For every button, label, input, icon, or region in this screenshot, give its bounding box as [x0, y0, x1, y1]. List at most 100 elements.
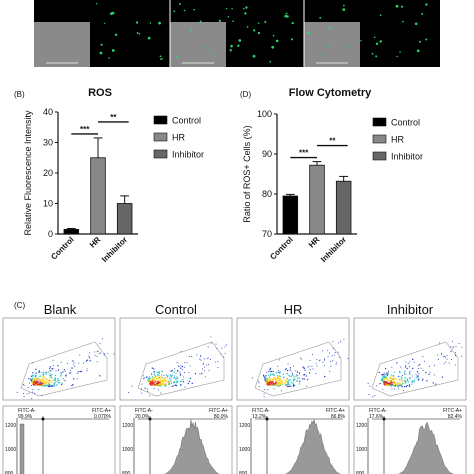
flow-event	[162, 384, 164, 386]
flow-event	[74, 365, 76, 367]
flow-event	[267, 380, 269, 382]
flow-scatter-frame	[2, 317, 116, 401]
flow-event	[422, 355, 424, 357]
flow-event	[31, 385, 32, 386]
flow-event	[156, 371, 158, 373]
flow-event	[343, 338, 345, 340]
flow-event	[153, 368, 155, 370]
flow-event	[151, 376, 153, 378]
flow-event	[452, 347, 454, 349]
flow-event	[391, 380, 393, 382]
flow-event	[99, 343, 101, 345]
flow-event	[99, 375, 101, 377]
flow-event	[404, 377, 406, 379]
flow-event	[337, 351, 339, 353]
flow-event	[445, 361, 447, 363]
chart-b-bar-inhibitor	[116, 203, 133, 235]
flow-event	[387, 371, 389, 373]
flow-event	[384, 376, 386, 378]
flow-event	[383, 376, 385, 378]
chart-b-x-tick-label: Inhibitor	[100, 235, 129, 264]
flow-event	[170, 370, 172, 372]
flow-event	[217, 367, 219, 369]
flow-event	[32, 391, 33, 393]
flow-event	[386, 376, 388, 378]
flow-event	[443, 363, 445, 365]
flow-event	[31, 379, 33, 381]
fluorescence-dot	[110, 12, 113, 16]
flow-event	[398, 388, 400, 390]
flow-event	[148, 380, 150, 382]
fluorescence-dot	[95, 3, 98, 5]
fluorescence-dot	[173, 10, 176, 13]
flow-event	[155, 379, 157, 382]
flow-event	[389, 384, 391, 386]
flow-event	[277, 380, 279, 382]
flow-event	[46, 385, 48, 387]
flow-histogram-3: 1200 1000 800 FITC-A-13.2% FITC-A+86.8%	[236, 405, 350, 474]
flow-event	[303, 374, 305, 376]
flow-event	[160, 377, 163, 379]
flow-event	[77, 371, 79, 373]
chart-b-y-tick-label: 20	[43, 168, 53, 178]
flow-event	[208, 363, 209, 365]
flow-event	[100, 352, 102, 354]
flow-event	[61, 383, 63, 386]
flow-event	[287, 382, 290, 384]
flow-scatter-4	[353, 317, 467, 401]
flow-event	[150, 381, 153, 383]
flow-event	[318, 360, 320, 362]
flow-event	[389, 377, 391, 380]
flow-event	[102, 338, 103, 340]
flow-event	[286, 369, 289, 372]
flow-event	[272, 381, 274, 383]
flow-event	[43, 382, 45, 384]
flow-event	[36, 380, 38, 382]
flow-event	[80, 370, 83, 372]
flow-event	[159, 380, 161, 382]
flow-event	[73, 362, 75, 364]
histogram-gate-marker	[265, 417, 269, 421]
flow-event	[168, 382, 170, 384]
flow-event	[269, 383, 271, 386]
flow-event	[292, 374, 294, 376]
flow-event	[156, 382, 158, 385]
flow-event	[309, 368, 311, 370]
histogram-y-tick: 1200	[5, 423, 16, 429]
flow-event	[33, 383, 35, 386]
flow-gate	[137, 341, 225, 397]
flow-event	[398, 384, 401, 386]
flow-event	[445, 356, 447, 358]
histogram-y-tick: 800	[239, 471, 248, 474]
flow-event	[167, 381, 169, 383]
flow-event	[403, 389, 405, 391]
flow-event	[166, 379, 168, 381]
flow-event	[181, 365, 184, 368]
flow-event	[47, 383, 50, 385]
flow-event	[176, 362, 178, 364]
flow-event	[149, 395, 151, 397]
flow-event	[41, 384, 43, 386]
flow-event	[181, 380, 183, 382]
flow-event	[182, 381, 185, 383]
flow-event	[285, 385, 287, 386]
flow-event	[42, 382, 44, 385]
flow-scatter-frame	[119, 317, 233, 401]
flow-event	[156, 378, 158, 381]
flow-event	[280, 384, 282, 386]
flow-event	[168, 377, 170, 379]
flow-event	[265, 378, 267, 380]
flow-event	[43, 377, 45, 379]
flow-event	[385, 381, 388, 383]
flow-event	[72, 384, 74, 386]
flow-event	[389, 382, 391, 384]
flow-event	[416, 376, 418, 378]
flow-event	[418, 373, 420, 375]
flow-event	[455, 346, 457, 347]
flow-scatter-plots	[2, 317, 467, 401]
panel-b-label: (B)	[14, 90, 25, 99]
flow-event	[49, 367, 51, 369]
flow-event	[383, 375, 385, 377]
flow-event	[269, 373, 272, 375]
flow-event	[82, 362, 84, 364]
